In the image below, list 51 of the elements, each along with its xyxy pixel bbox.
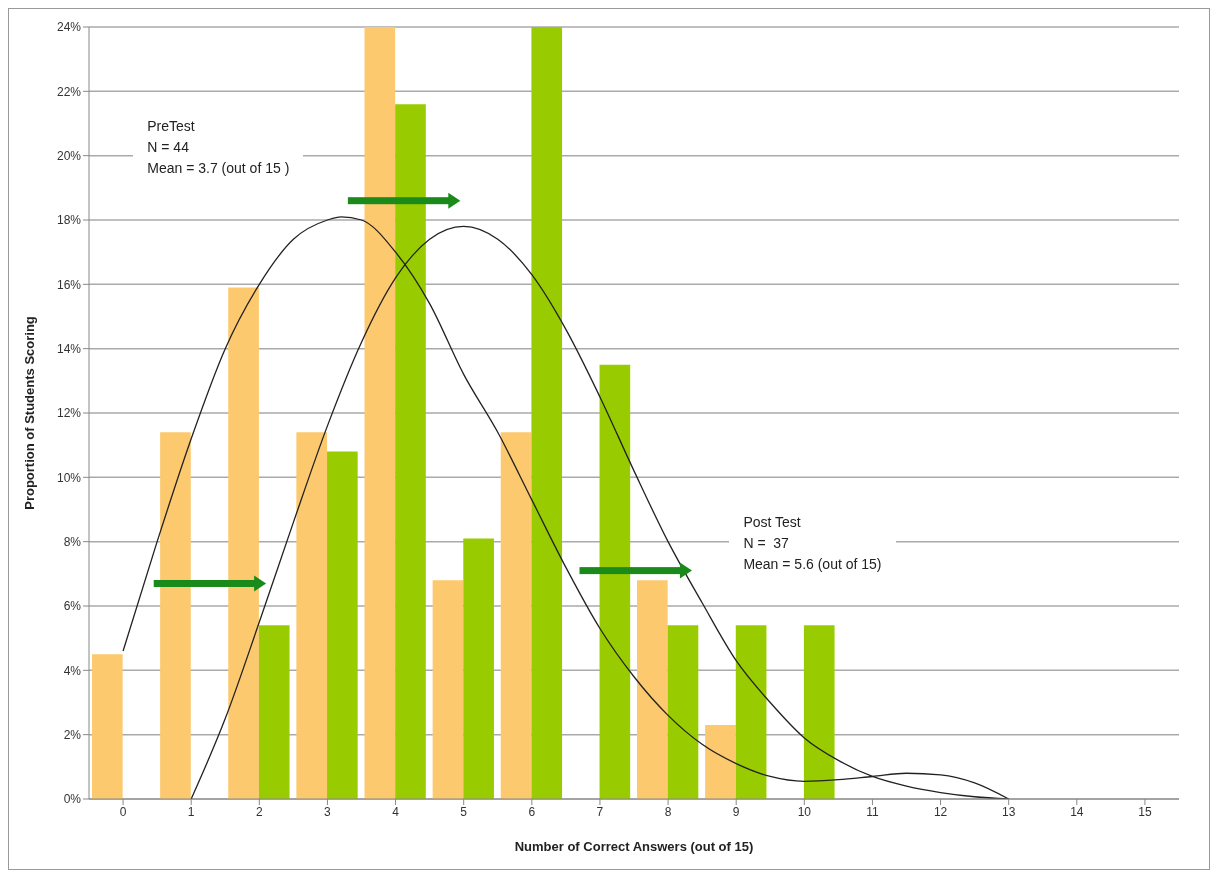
bar — [296, 432, 328, 799]
x-tick-label: 6 — [528, 804, 536, 819]
bar — [803, 625, 835, 799]
x-tick-label: 14 — [1070, 804, 1084, 819]
x-tick-label: 4 — [392, 804, 400, 819]
annotation: Post Test N = 37 Mean = 5.6 (out of 15) — [729, 509, 896, 577]
bar — [463, 538, 494, 799]
bar — [228, 287, 259, 799]
bar — [432, 580, 464, 799]
bar — [395, 104, 426, 799]
y-tick-label: 20% — [56, 148, 82, 163]
x-tick-label: 1 — [187, 804, 195, 819]
bar — [258, 625, 290, 799]
bar — [599, 364, 631, 799]
x-tick-label: 0 — [119, 804, 127, 819]
y-tick-label: 16% — [56, 277, 82, 292]
y-tick-label: 12% — [56, 406, 82, 421]
x-tick-label: 8 — [664, 804, 672, 819]
x-tick-label: 7 — [596, 804, 604, 819]
bar — [500, 432, 532, 799]
x-tick-label: 2 — [255, 804, 263, 819]
y-tick-label: 14% — [56, 341, 82, 356]
bar — [327, 451, 358, 799]
bar — [364, 27, 396, 799]
y-axis-title: Proportion of Students Scoring — [21, 316, 37, 510]
y-tick-label: 22% — [56, 84, 82, 99]
bar — [735, 625, 767, 799]
x-tick-label: 12 — [933, 804, 948, 819]
x-tick-label: 9 — [732, 804, 740, 819]
x-tick-label: 13 — [1002, 804, 1016, 819]
x-tick-label: 5 — [460, 804, 468, 819]
y-tick-label: 6% — [63, 599, 82, 614]
bar — [92, 654, 123, 799]
bar — [705, 725, 736, 799]
y-tick-label: 10% — [56, 470, 82, 485]
y-tick-label: 18% — [56, 213, 82, 228]
x-tick-label: 10 — [797, 804, 812, 819]
bar — [531, 27, 563, 799]
y-tick-label: 24% — [56, 20, 82, 35]
x-tick-label: 11 — [866, 804, 879, 819]
y-tick-label: 0% — [63, 792, 82, 807]
bar — [637, 580, 668, 799]
bar — [667, 625, 699, 799]
y-tick-label: 2% — [63, 727, 82, 742]
y-tick-label: 8% — [63, 534, 82, 549]
x-tick-label: 15 — [1138, 804, 1152, 819]
annotation: PreTest N = 44 Mean = 3.7 (out of 15 ) — [133, 113, 304, 181]
x-axis-title: Number of Correct Answers (out of 15) — [514, 839, 754, 854]
bar — [160, 432, 191, 799]
y-tick-label: 4% — [63, 663, 82, 678]
x-tick-label: 3 — [324, 804, 332, 819]
